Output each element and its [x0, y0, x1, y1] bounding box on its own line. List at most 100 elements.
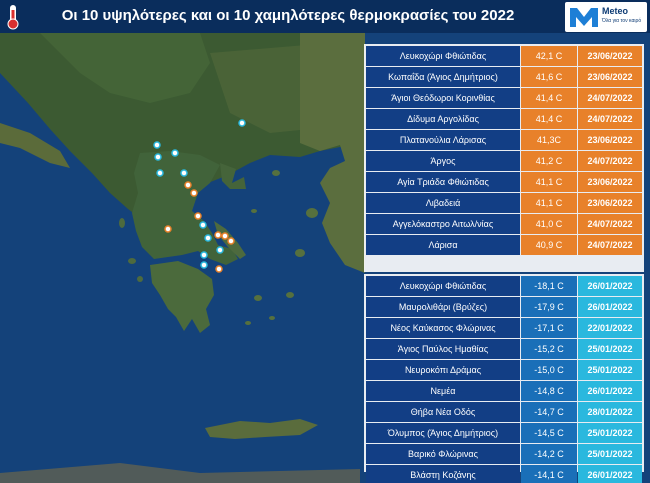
temperature-value: 41,1 C — [521, 172, 577, 192]
hot-station-marker — [227, 237, 235, 245]
date-value: 23/06/2022 — [578, 46, 642, 66]
table-row: Νευροκόπι Δράμας -15,0 C 25/01/2022 — [366, 360, 642, 380]
temperature-value: 40,9 C — [521, 235, 577, 255]
cold-station-marker — [153, 141, 161, 149]
date-value: 26/01/2022 — [578, 297, 642, 317]
temperature-value: -15,2 C — [521, 339, 577, 359]
cold-station-marker — [238, 119, 246, 127]
temperature-value: -14,8 C — [521, 381, 577, 401]
table-row: Αγγελόκαστρο Αιτωλ/νίας 41,0 C 24/07/2022 — [366, 214, 642, 234]
date-value: 25/01/2022 — [578, 444, 642, 464]
station-name: Λευκοχώρι Φθιώτιδας — [366, 46, 520, 66]
cold-station-marker — [200, 251, 208, 259]
station-name: Βαρικό Φλώρινας — [366, 444, 520, 464]
station-name: Λιβαδειά — [366, 193, 520, 213]
table-row: Νέος Καύκασος Φλώρινας -17,1 C 22/01/2022 — [366, 318, 642, 338]
title-bar: Οι 10 υψηλότερες και οι 10 χαμηλότερες θ… — [0, 0, 650, 33]
temperature-value: 41,4 C — [521, 88, 577, 108]
table-row: Νεμέα -14,8 C 26/01/2022 — [366, 381, 642, 401]
station-name: Λευκοχώρι Φθιώτιδας — [366, 276, 520, 296]
date-value: 23/06/2022 — [578, 67, 642, 87]
date-value: 23/06/2022 — [578, 193, 642, 213]
cold-station-marker — [199, 221, 207, 229]
table-row: Κωπαΐδα (Άγιος Δημήτριος) 41,6 C 23/06/202… — [366, 67, 642, 87]
cold-station-marker — [216, 246, 224, 254]
temperature-value: 41,6 C — [521, 67, 577, 87]
turkey-land — [300, 33, 365, 273]
temperature-value: 41,4 C — [521, 109, 577, 129]
date-value: 24/07/2022 — [578, 235, 642, 255]
temperature-value: 42,1 C — [521, 46, 577, 66]
temperature-value: -17,1 C — [521, 318, 577, 338]
date-value: 23/06/2022 — [578, 172, 642, 192]
date-value: 24/07/2022 — [578, 151, 642, 171]
station-name: Όλυμπος (Άγιος Δημήτριος) — [366, 423, 520, 443]
station-name: Μαυρολιθάρι (Βρύζες) — [366, 297, 520, 317]
cold-station-marker — [171, 149, 179, 157]
hot-station-marker — [221, 232, 229, 240]
cold-station-marker — [204, 234, 212, 242]
date-value: 25/01/2022 — [578, 423, 642, 443]
station-name: Πλατανούλια Λάρισας — [366, 130, 520, 150]
station-name: Νευροκόπι Δράμας — [366, 360, 520, 380]
temperature-value: 41,3C — [521, 130, 577, 150]
cold-station-marker — [156, 169, 164, 177]
table-row: Όλυμπος (Άγιος Δημήτριος) -14,5 C 25/01/20… — [366, 423, 642, 443]
cold-station-marker — [200, 261, 208, 269]
table-row: Λευκοχώρι Φθιώτιδας -18,1 C 26/01/2022 — [366, 276, 642, 296]
hot-station-marker — [214, 231, 222, 239]
table-row: Λάρισα 40,9 C 24/07/2022 — [366, 235, 642, 255]
station-name: Κωπαΐδα (Άγιος Δημήτριος) — [366, 67, 520, 87]
temperature-value: 41,0 C — [521, 214, 577, 234]
hot-station-marker — [190, 189, 198, 197]
date-value: 28/01/2022 — [578, 402, 642, 422]
table-row: Άγιος Παύλος Ημαθίας -15,2 C 25/01/2022 — [366, 339, 642, 359]
station-name: Λάρισα — [366, 235, 520, 255]
station-name: Άργος — [366, 151, 520, 171]
temperature-value: -14,1 C — [521, 465, 577, 483]
meteo-logo: Meteo Όλα για τον καιρό — [565, 2, 647, 32]
station-name: Αγγελόκαστρο Αιτωλ/νίας — [366, 214, 520, 234]
temperature-value: -14,5 C — [521, 423, 577, 443]
date-value: 24/07/2022 — [578, 88, 642, 108]
table-row: Άγιοι Θεόδωροι Κορινθίας 41,4 C 24/07/2022 — [366, 88, 642, 108]
temperature-value: -17,9 C — [521, 297, 577, 317]
temperature-value: 41,2 C — [521, 151, 577, 171]
temperature-value: -18,1 C — [521, 276, 577, 296]
date-value: 26/01/2022 — [578, 381, 642, 401]
table-row: Μαυρολιθάρι (Βρύζες) -17,9 C 26/01/2022 — [366, 297, 642, 317]
table-row: Λιβαδειά 41,1 C 23/06/2022 — [366, 193, 642, 213]
station-name: Θήβα Νέα Οδός — [366, 402, 520, 422]
date-value: 26/01/2022 — [578, 276, 642, 296]
table-row: Δίδυμα Αργολίδας 41,4 C 24/07/2022 — [366, 109, 642, 129]
date-value: 23/06/2022 — [578, 130, 642, 150]
station-name: Άγιος Παύλος Ημαθίας — [366, 339, 520, 359]
temperature-value: -14,7 C — [521, 402, 577, 422]
cold-station-marker — [154, 153, 162, 161]
table-row: Λευκοχώρι Φθιώτιδας 42,1 C 23/06/2022 — [366, 46, 642, 66]
date-value: 26/01/2022 — [578, 465, 642, 483]
date-value: 22/01/2022 — [578, 318, 642, 338]
table-row: Αγία Τριάδα Φθιώτιδας 41,1 C 23/06/2022 — [366, 172, 642, 192]
station-name: Άγιοι Θεόδωροι Κορινθίας — [366, 88, 520, 108]
station-name: Δίδυμα Αργολίδας — [366, 109, 520, 129]
temperature-value: -14,2 C — [521, 444, 577, 464]
table-row: Βλάστη Κοζάνης -14,1 C 26/01/2022 — [366, 465, 642, 483]
table-row: Βαρικό Φλώρινας -14,2 C 25/01/2022 — [366, 444, 642, 464]
table-row: Πλατανούλια Λάρισας 41,3C 23/06/2022 — [366, 130, 642, 150]
table-row: Θήβα Νέα Οδός -14,7 C 28/01/2022 — [366, 402, 642, 422]
station-name: Νεμέα — [366, 381, 520, 401]
greece-mainland — [132, 151, 238, 265]
station-name: Αγία Τριάδα Φθιώτιδας — [366, 172, 520, 192]
logo-tagline: Όλα για τον καιρό — [602, 18, 642, 24]
page-title: Οι 10 υψηλότερες και οι 10 χαμηλότερες θ… — [61, 7, 515, 24]
meteo-logo-icon — [570, 8, 598, 27]
table-row: Άργος 41,2 C 24/07/2022 — [366, 151, 642, 171]
date-value: 25/01/2022 — [578, 360, 642, 380]
thermometer-icon — [7, 5, 19, 30]
temperature-value: 41,1 C — [521, 193, 577, 213]
date-value: 25/01/2022 — [578, 339, 642, 359]
station-name: Νέος Καύκασος Φλώρινας — [366, 318, 520, 338]
peloponnese — [150, 261, 214, 333]
